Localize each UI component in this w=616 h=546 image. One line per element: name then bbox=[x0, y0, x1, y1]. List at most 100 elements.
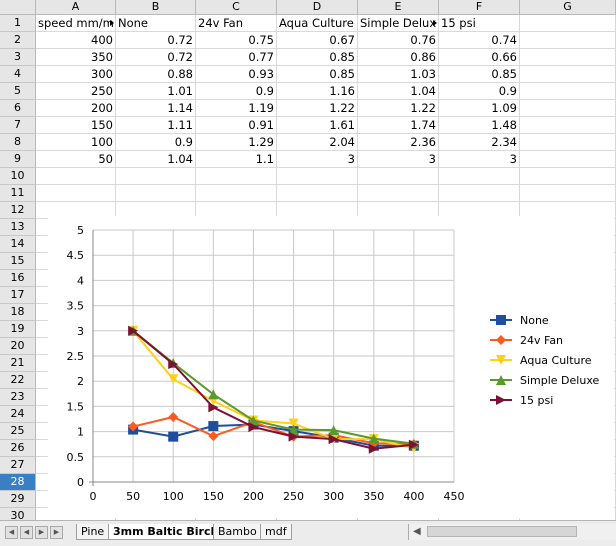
cell[interactable]: 1.22 bbox=[277, 100, 358, 117]
column-header-c[interactable]: C bbox=[196, 0, 277, 15]
cell[interactable]: 400 bbox=[36, 32, 116, 49]
column-header-e[interactable]: E bbox=[358, 0, 439, 15]
cell[interactable]: 1.74 bbox=[358, 117, 439, 134]
cell[interactable] bbox=[520, 66, 616, 83]
cell[interactable]: 1.19 bbox=[196, 100, 277, 117]
cell[interactable]: 2.36 bbox=[358, 134, 439, 151]
cell[interactable]: 0.85 bbox=[277, 66, 358, 83]
sheet-tab-pine[interactable]: Pine bbox=[76, 524, 110, 540]
row-header-7[interactable]: 7 bbox=[0, 117, 36, 134]
column-header-f[interactable]: F bbox=[439, 0, 520, 15]
prev-sheet-icon[interactable]: ◀ bbox=[20, 526, 33, 539]
line-chart[interactable]: 00.511.522.533.544.550 50 100 150 200 250 300 3… bbox=[48, 216, 614, 518]
cell[interactable]: 0.9 bbox=[116, 134, 196, 151]
cell[interactable]: 0.9 bbox=[196, 83, 277, 100]
scroll-left-icon[interactable]: ◀ bbox=[413, 526, 421, 537]
cell[interactable] bbox=[196, 185, 277, 202]
cell[interactable]: 1.29 bbox=[196, 134, 277, 151]
cell[interactable]: Aqua Culture bbox=[277, 15, 358, 32]
row-header-20[interactable]: 20 bbox=[0, 338, 36, 355]
cell[interactable]: 0.75 bbox=[196, 32, 277, 49]
cell[interactable] bbox=[520, 15, 616, 32]
row-header-18[interactable]: 18 bbox=[0, 304, 36, 321]
cell[interactable] bbox=[36, 168, 116, 185]
cell[interactable]: 0.9 bbox=[439, 83, 520, 100]
cell[interactable] bbox=[439, 168, 520, 185]
column-header-b[interactable]: B bbox=[116, 0, 196, 15]
cell[interactable]: 3 bbox=[277, 151, 358, 168]
row-header-10[interactable]: 10 bbox=[0, 168, 36, 185]
cell[interactable]: 200 bbox=[36, 100, 116, 117]
last-sheet-icon[interactable]: ▶ bbox=[50, 526, 63, 539]
cell[interactable]: 150 bbox=[36, 117, 116, 134]
cell[interactable]: 2.34 bbox=[439, 134, 520, 151]
row-header-25[interactable]: 25 bbox=[0, 423, 36, 440]
cell[interactable]: 0.67 bbox=[277, 32, 358, 49]
cell[interactable]: 0.88 bbox=[116, 66, 196, 83]
column-header-a[interactable]: A bbox=[36, 0, 116, 15]
cell[interactable]: 1.04 bbox=[358, 83, 439, 100]
cell[interactable]: 0.66 bbox=[439, 49, 520, 66]
cell[interactable]: 350 bbox=[36, 49, 116, 66]
cell[interactable]: 15 psi bbox=[439, 15, 520, 32]
row-header-6[interactable]: 6 bbox=[0, 100, 36, 117]
cell[interactable] bbox=[520, 83, 616, 100]
first-sheet-icon[interactable]: ◀ bbox=[5, 526, 18, 539]
row-header-28[interactable]: 28 bbox=[0, 474, 36, 491]
cell[interactable]: 250 bbox=[36, 83, 116, 100]
cell[interactable]: 2.04 bbox=[277, 134, 358, 151]
cell[interactable] bbox=[439, 185, 520, 202]
cell[interactable]: 1.48 bbox=[439, 117, 520, 134]
cell[interactable]: Simple Delux bbox=[358, 15, 439, 32]
cell[interactable]: 0.77 bbox=[196, 49, 277, 66]
sheet-tab-3mm-baltic-birch[interactable]: 3mm Baltic Birch bbox=[108, 524, 224, 540]
row-header-8[interactable]: 8 bbox=[0, 134, 36, 151]
cell[interactable]: 0.72 bbox=[116, 32, 196, 49]
cell[interactable]: 3 bbox=[358, 151, 439, 168]
row-header-11[interactable]: 11 bbox=[0, 185, 36, 202]
cell[interactable]: 0.72 bbox=[116, 49, 196, 66]
row-header-9[interactable]: 9 bbox=[0, 151, 36, 168]
row-header-15[interactable]: 15 bbox=[0, 253, 36, 270]
cell[interactable]: 1.22 bbox=[358, 100, 439, 117]
cell[interactable]: None bbox=[116, 15, 196, 32]
select-all-corner[interactable] bbox=[0, 0, 36, 15]
cell[interactable]: 1.03 bbox=[358, 66, 439, 83]
cell[interactable] bbox=[36, 185, 116, 202]
horizontal-scrollbar[interactable]: ◀ bbox=[408, 524, 616, 540]
row-header-2[interactable]: 2 bbox=[0, 32, 36, 49]
cell[interactable]: 3 bbox=[439, 151, 520, 168]
cell[interactable] bbox=[520, 117, 616, 134]
cell[interactable]: 1.14 bbox=[116, 100, 196, 117]
row-header-24[interactable]: 24 bbox=[0, 406, 36, 423]
column-header-g[interactable]: G bbox=[520, 0, 616, 15]
row-header-29[interactable]: 29 bbox=[0, 491, 36, 508]
row-header-30[interactable]: 30 bbox=[0, 508, 36, 520]
row-header-1[interactable]: 1 bbox=[0, 15, 36, 32]
cell[interactable] bbox=[520, 32, 616, 49]
cell[interactable]: 1.61 bbox=[277, 117, 358, 134]
spreadsheet-grid[interactable]: A B C D E F G 1 speed mm/m None 24v Fan Aqua Cultur… bbox=[0, 0, 616, 520]
next-sheet-icon[interactable]: ▶ bbox=[35, 526, 48, 539]
row-header-16[interactable]: 16 bbox=[0, 270, 36, 287]
cell[interactable]: 50 bbox=[36, 151, 116, 168]
cell[interactable]: 0.93 bbox=[196, 66, 277, 83]
row-header-17[interactable]: 17 bbox=[0, 287, 36, 304]
cell[interactable] bbox=[520, 151, 616, 168]
column-header-d[interactable]: D bbox=[277, 0, 358, 15]
row-header-12[interactable]: 12 bbox=[0, 202, 36, 219]
row-header-14[interactable]: 14 bbox=[0, 236, 36, 253]
cell[interactable]: 100 bbox=[36, 134, 116, 151]
cell[interactable] bbox=[520, 134, 616, 151]
cell[interactable]: 1.11 bbox=[116, 117, 196, 134]
cell[interactable] bbox=[116, 185, 196, 202]
row-header-21[interactable]: 21 bbox=[0, 355, 36, 372]
cell[interactable] bbox=[277, 168, 358, 185]
cell[interactable] bbox=[196, 168, 277, 185]
horizontal-scroll-thumb[interactable] bbox=[427, 526, 577, 537]
cell[interactable] bbox=[520, 49, 616, 66]
row-header-3[interactable]: 3 bbox=[0, 49, 36, 66]
row-header-5[interactable]: 5 bbox=[0, 83, 36, 100]
row-header-23[interactable]: 23 bbox=[0, 389, 36, 406]
cell[interactable] bbox=[277, 185, 358, 202]
